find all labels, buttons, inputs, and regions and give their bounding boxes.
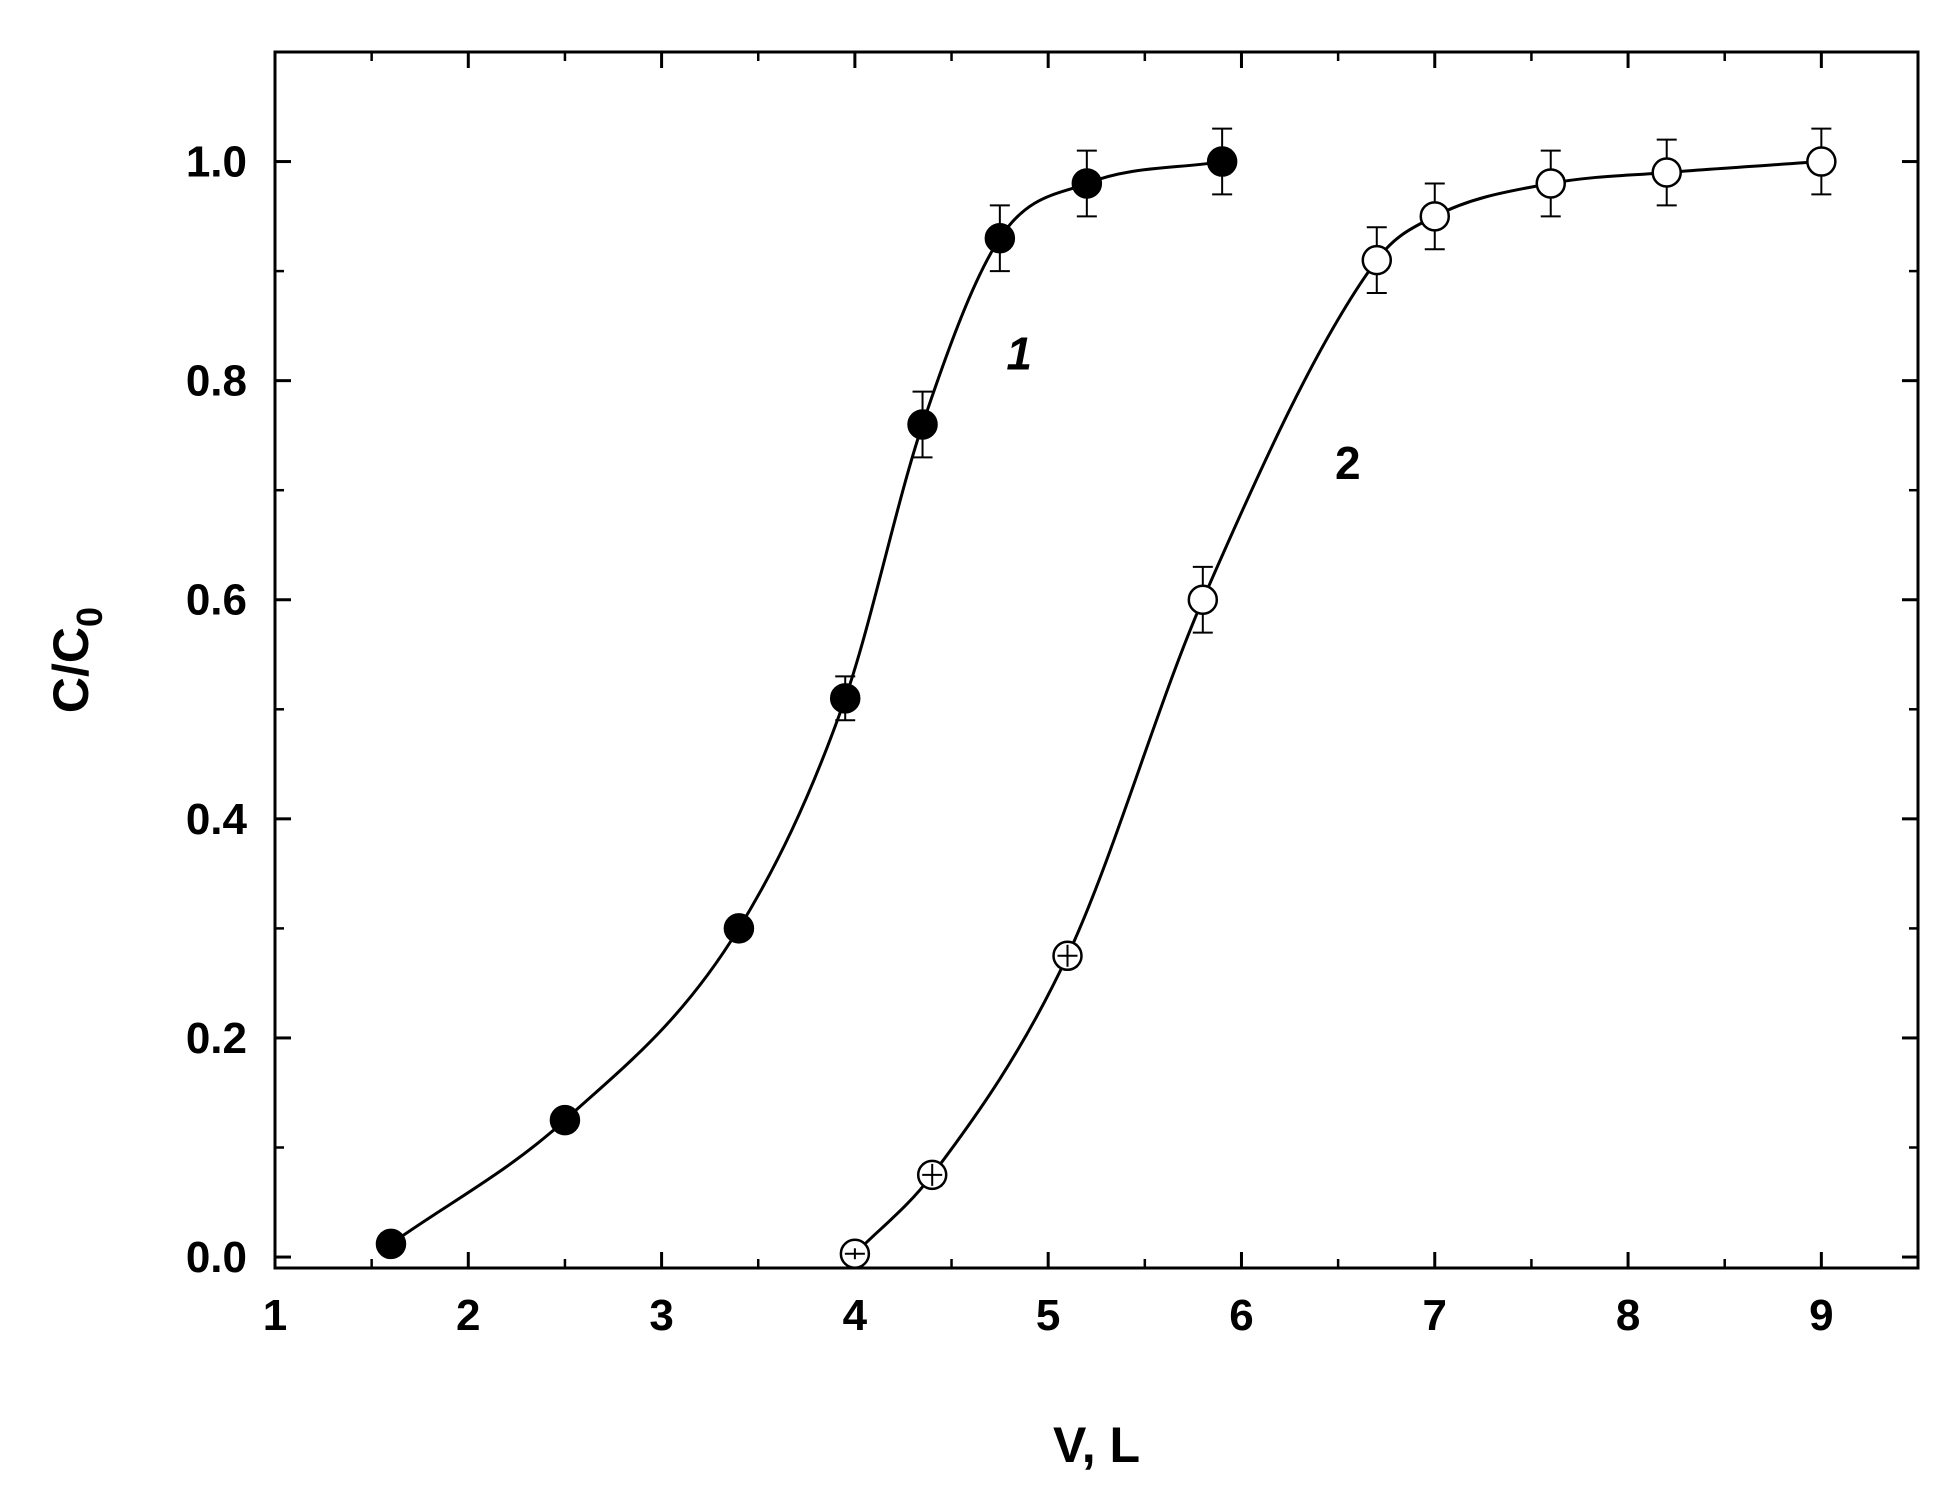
series-2-point	[1651, 157, 1682, 188]
y-tick-label: 0.6	[186, 576, 247, 625]
error-bars	[835, 127, 1832, 1261]
x-tick-label: 1	[263, 1291, 287, 1340]
x-tick-label: 2	[456, 1291, 480, 1340]
y-axis-label: C/C0	[43, 607, 110, 713]
y-tick-label: 0.8	[186, 357, 247, 406]
series-1-point	[1071, 168, 1103, 199]
series-1-label: 1	[1006, 328, 1032, 380]
series-2-curve	[853, 160, 1822, 1255]
y-tick-label: 0.4	[186, 795, 248, 844]
series-1-point	[549, 1104, 581, 1136]
y-axis-label-main: C/C	[43, 627, 99, 713]
data-points	[375, 146, 1837, 1270]
series-1-point	[375, 1228, 407, 1260]
plot-frame	[273, 50, 1920, 1270]
series-2-point	[1361, 244, 1393, 276]
x-tick-label: 6	[1229, 1291, 1253, 1340]
series-1-point	[723, 913, 755, 944]
x-tick-label: 4	[843, 1291, 868, 1340]
labels: V, L C/C0 1 2	[43, 328, 1361, 1473]
y-tick-label: 0.2	[186, 1014, 247, 1063]
series-2-point	[1535, 168, 1566, 199]
fit-curves	[390, 160, 1822, 1255]
series-2-point	[1806, 146, 1837, 177]
y-axis-label-subscript: 0	[69, 607, 110, 627]
x-tick-label: 9	[1809, 1291, 1833, 1340]
series-2-point	[1187, 584, 1219, 615]
x-tick-label: 3	[649, 1291, 673, 1340]
series-1-curve	[390, 160, 1223, 1246]
x-tick-label: 5	[1036, 1291, 1060, 1340]
y-tick-label: 0.0	[186, 1233, 247, 1282]
axes: 1 2 3 4 5 6 7 8 9 0.0 0.2 0.4 0.6 0.8 1.0	[186, 50, 1920, 1340]
series-1-point	[984, 222, 1016, 254]
series-1-point	[829, 683, 861, 714]
x-axis-label: V, L	[1053, 1417, 1140, 1473]
series-2-point	[1419, 201, 1451, 232]
x-tick-label: 8	[1616, 1291, 1640, 1340]
series-2-label: 2	[1335, 437, 1361, 489]
series-1-point	[1206, 146, 1238, 177]
y-tick-label: 1.0	[186, 138, 247, 187]
series-1-point	[907, 409, 938, 440]
x-tick-label: 7	[1423, 1291, 1447, 1340]
